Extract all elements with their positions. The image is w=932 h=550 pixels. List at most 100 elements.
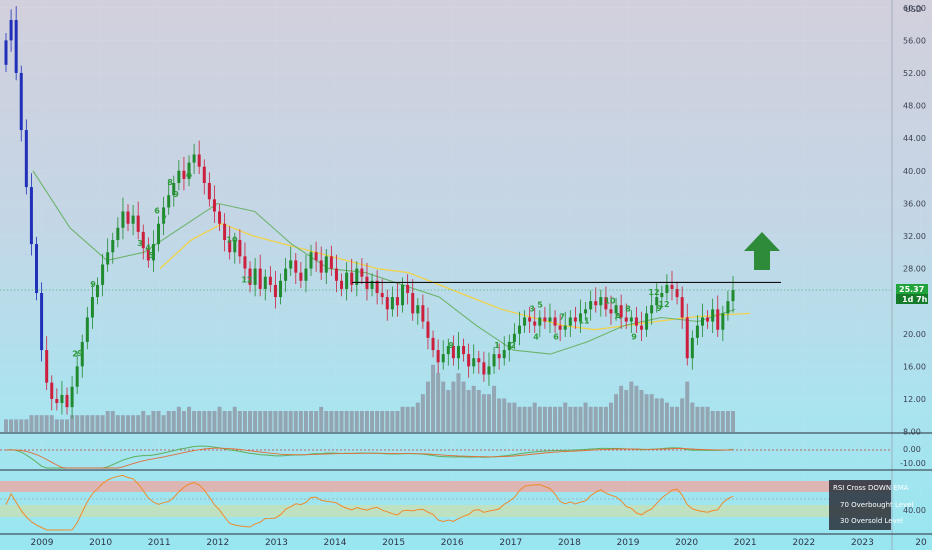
volume-bar-126 — [644, 394, 649, 432]
volume-bar-134 — [685, 381, 690, 432]
td-label-13: 1 — [494, 341, 500, 350]
volume-bar-124 — [634, 385, 639, 432]
candle-body-118 — [604, 297, 608, 310]
candle-body-19 — [101, 264, 105, 285]
candle-body-35 — [182, 170, 186, 179]
candle-body-30 — [157, 223, 161, 245]
volume-bar-17 — [90, 415, 95, 432]
volume-bar-79 — [405, 406, 410, 432]
candle-body-104 — [533, 321, 537, 326]
volume-bar-65 — [334, 411, 339, 432]
candle-body-140 — [716, 309, 720, 330]
candle-body-87 — [446, 345, 450, 355]
candle-body-90 — [462, 345, 466, 355]
candle-body-25 — [131, 215, 135, 224]
volume-bar-52 — [268, 411, 273, 432]
price-tick-1: 56.00 — [903, 36, 926, 45]
td-label-25: 10 — [604, 296, 616, 305]
time-tick-11: 2020 — [675, 538, 698, 548]
volume-bar-107 — [547, 406, 552, 432]
volume-bar-136 — [695, 406, 700, 432]
candle-body-124 — [634, 317, 638, 326]
volume-bar-12 — [65, 419, 70, 432]
price-axis[interactable]: 60.00 56.00 52.00 48.00 44.00 40.00 36.00 32.00… — [903, 4, 926, 437]
volume-bar-20 — [105, 411, 110, 432]
candle-body-105 — [538, 317, 542, 326]
candle-body-128 — [655, 297, 659, 306]
candle-body-135 — [690, 337, 694, 359]
candle-body-26 — [136, 215, 140, 232]
candle-body-10 — [55, 398, 59, 404]
candle-body-98 — [502, 350, 506, 359]
volume-bar-47 — [242, 411, 247, 432]
volume-bar-104 — [532, 402, 537, 432]
volume-bar-119 — [608, 402, 613, 432]
macd-zero-tick: 0.00 — [903, 445, 921, 454]
candle-body-39 — [202, 166, 206, 183]
rsi-pane[interactable]: 40.00 RSI Cross DOWN EMA 70 Overbought L… — [0, 474, 926, 531]
volume-bar-23 — [120, 415, 125, 432]
volume-bar-129 — [659, 398, 664, 432]
price-tick-12: 12.00 — [903, 395, 926, 404]
volume-bar-56 — [288, 411, 293, 432]
candle-body-141 — [721, 313, 725, 330]
volume-bar-96 — [492, 385, 497, 432]
volume-bar-11 — [59, 419, 64, 432]
td-label-24: 9 — [631, 333, 637, 342]
price-tick-5: 40.00 — [903, 167, 926, 176]
candle-body-6 — [35, 244, 39, 294]
td-label-22: A — [615, 312, 622, 321]
candle-body-64 — [329, 256, 333, 269]
volume-bar-3 — [19, 419, 24, 432]
volume-bar-116 — [593, 406, 598, 432]
candle-body-123 — [629, 317, 633, 322]
volume-bar-86 — [441, 381, 446, 432]
time-tick-0: 2009 — [31, 538, 54, 548]
volume-bar-46 — [237, 411, 242, 432]
volume-bars — [4, 364, 735, 432]
volume-bar-100 — [512, 402, 517, 432]
volume-bar-113 — [578, 406, 583, 432]
rsi-legend: RSI Cross DOWN EMA 70 Overbought Level 3… — [829, 480, 914, 530]
candle-body-86 — [441, 354, 445, 363]
candle-body-97 — [497, 354, 501, 359]
volume-bar-133 — [680, 398, 685, 432]
candle-body-77 — [395, 297, 399, 306]
candle-body-126 — [645, 313, 649, 330]
td-label-12: 12 — [241, 276, 252, 285]
candle-body-94 — [482, 362, 486, 375]
volume-bar-44 — [227, 411, 232, 432]
candle-body-110 — [563, 325, 567, 330]
volume-bar-88 — [451, 381, 456, 432]
macd-pane[interactable]: 0.00 -10.00 — [0, 445, 926, 469]
time-tick-15: 20 — [915, 538, 927, 548]
candle-body-3 — [19, 72, 23, 131]
time-axis[interactable]: 2009 2010 2011 2012 2013 2014 2015 2016 2017 2018… — [31, 538, 927, 548]
td-label-18: 6 — [553, 333, 559, 342]
candle-body-38 — [197, 154, 201, 167]
candle-body-112 — [573, 317, 577, 322]
volume-bar-53 — [273, 411, 278, 432]
candle-body-60 — [309, 252, 313, 269]
volume-bar-40 — [207, 411, 212, 432]
volume-bar-31 — [161, 415, 166, 432]
candle-body-137 — [700, 317, 704, 326]
candle-body-139 — [711, 309, 715, 322]
volume-bar-74 — [380, 411, 385, 432]
volume-bar-83 — [425, 381, 430, 432]
candle-body-130 — [665, 284, 669, 294]
volume-bar-69 — [354, 411, 359, 432]
volume-bar-30 — [156, 411, 161, 432]
volume-bar-121 — [619, 385, 624, 432]
candle-body-28 — [146, 248, 150, 261]
td-label-16: 4 — [533, 333, 539, 342]
candle-body-67 — [345, 272, 349, 289]
volume-bar-106 — [542, 406, 547, 432]
candle-body-2 — [14, 19, 18, 73]
td-label-10: A — [186, 170, 193, 179]
volume-bar-0 — [4, 419, 8, 432]
price-tick-0: 60.00 — [903, 4, 926, 13]
time-tick-5: 2014 — [324, 538, 347, 548]
